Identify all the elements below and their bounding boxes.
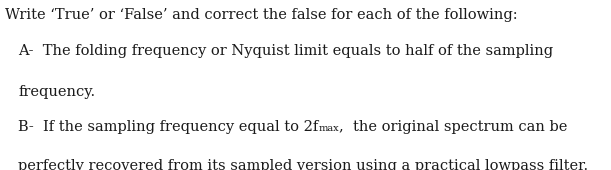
Text: B-  If the sampling frequency equal to 2f: B- If the sampling frequency equal to 2f bbox=[18, 120, 318, 134]
Text: perfectly recovered from its sampled version using a practical lowpass filter.: perfectly recovered from its sampled ver… bbox=[18, 159, 588, 170]
Text: max: max bbox=[318, 124, 339, 133]
Text: frequency.: frequency. bbox=[18, 85, 95, 99]
Text: Write ‘True’ or ‘False’ and correct the false for each of the following:: Write ‘True’ or ‘False’ and correct the … bbox=[5, 8, 518, 22]
Text: A-  The folding frequency or Nyquist limit equals to half of the sampling: A- The folding frequency or Nyquist limi… bbox=[18, 44, 554, 58]
Text: ,  the original spectrum can be: , the original spectrum can be bbox=[339, 120, 568, 134]
